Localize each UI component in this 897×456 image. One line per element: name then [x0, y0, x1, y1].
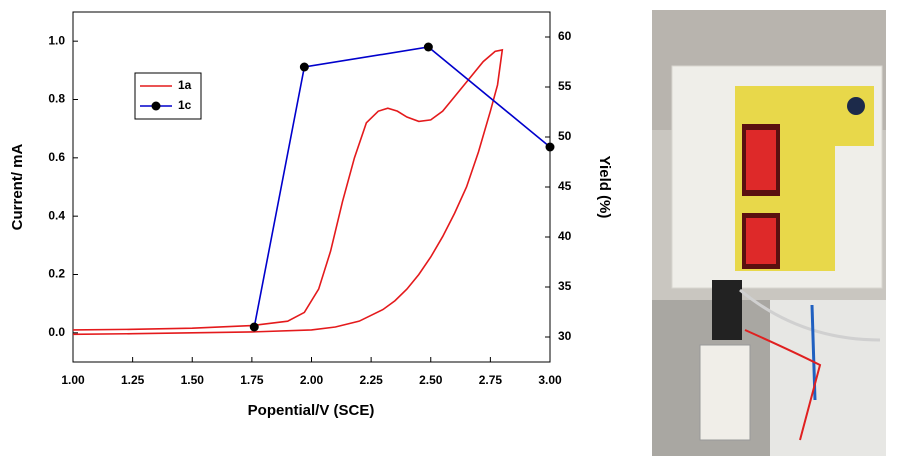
device-knob [847, 97, 865, 115]
x-axis-title: Popential/V (SCE) [248, 402, 375, 419]
y-tick-label: 1.0 [48, 33, 65, 47]
series-point [299, 62, 309, 72]
legend-marker [151, 101, 161, 111]
y2-tick-label: 50 [558, 129, 572, 143]
photo-paper [770, 300, 886, 456]
y-tick-label: 0.6 [48, 150, 65, 164]
x-tick-label: 2.75 [479, 373, 503, 387]
legend-label: 1a [178, 78, 192, 92]
x-tick-label: 2.00 [300, 373, 324, 387]
cable [739, 288, 881, 342]
y-tick-label: 0.4 [48, 208, 65, 222]
y2-tick-label: 45 [558, 179, 572, 193]
y2-tick-label: 35 [558, 279, 572, 293]
y-tick-label: 0.2 [48, 267, 65, 281]
y2-tick-label: 40 [558, 229, 572, 243]
y2-tick-label: 55 [558, 79, 572, 93]
legend-box [134, 72, 202, 120]
x-tick-label: 2.50 [419, 373, 443, 387]
electrochemical-cell [699, 344, 751, 441]
series-line [72, 48, 504, 336]
electrode-clamp [712, 280, 742, 340]
series-point [249, 322, 259, 332]
y2-axis-title: Yield (%) [596, 156, 613, 219]
x-tick-label: 1.00 [61, 373, 85, 387]
series-point [423, 42, 433, 52]
red-wire [744, 329, 822, 441]
y-tick-label: 0.8 [48, 92, 65, 106]
display-1-digits [746, 130, 776, 190]
y2-tick-label: 60 [558, 29, 572, 43]
x-tick-label: 1.25 [121, 373, 145, 387]
x-tick-label: 2.25 [359, 373, 383, 387]
x-tick-label: 1.75 [240, 373, 264, 387]
plot: 1.00 1.25 1.50 1.75 2.00 2.25 2.50 2.75 3.00 0.0 0… [48, 29, 571, 387]
x-tick-label: 3.00 [538, 373, 562, 387]
plot-frame [72, 11, 551, 363]
series-point [545, 142, 555, 152]
y-tick-label: 0.0 [48, 325, 65, 339]
display-2-digits [746, 218, 776, 264]
y2-tick-label: 30 [558, 329, 572, 343]
x-tick-label: 1.50 [181, 373, 205, 387]
y-axis-title: Current/ mA [9, 144, 26, 231]
series-line [253, 46, 551, 328]
device-knob-panel [834, 86, 874, 146]
legend-label: 1c [178, 98, 192, 112]
photo [652, 10, 886, 456]
